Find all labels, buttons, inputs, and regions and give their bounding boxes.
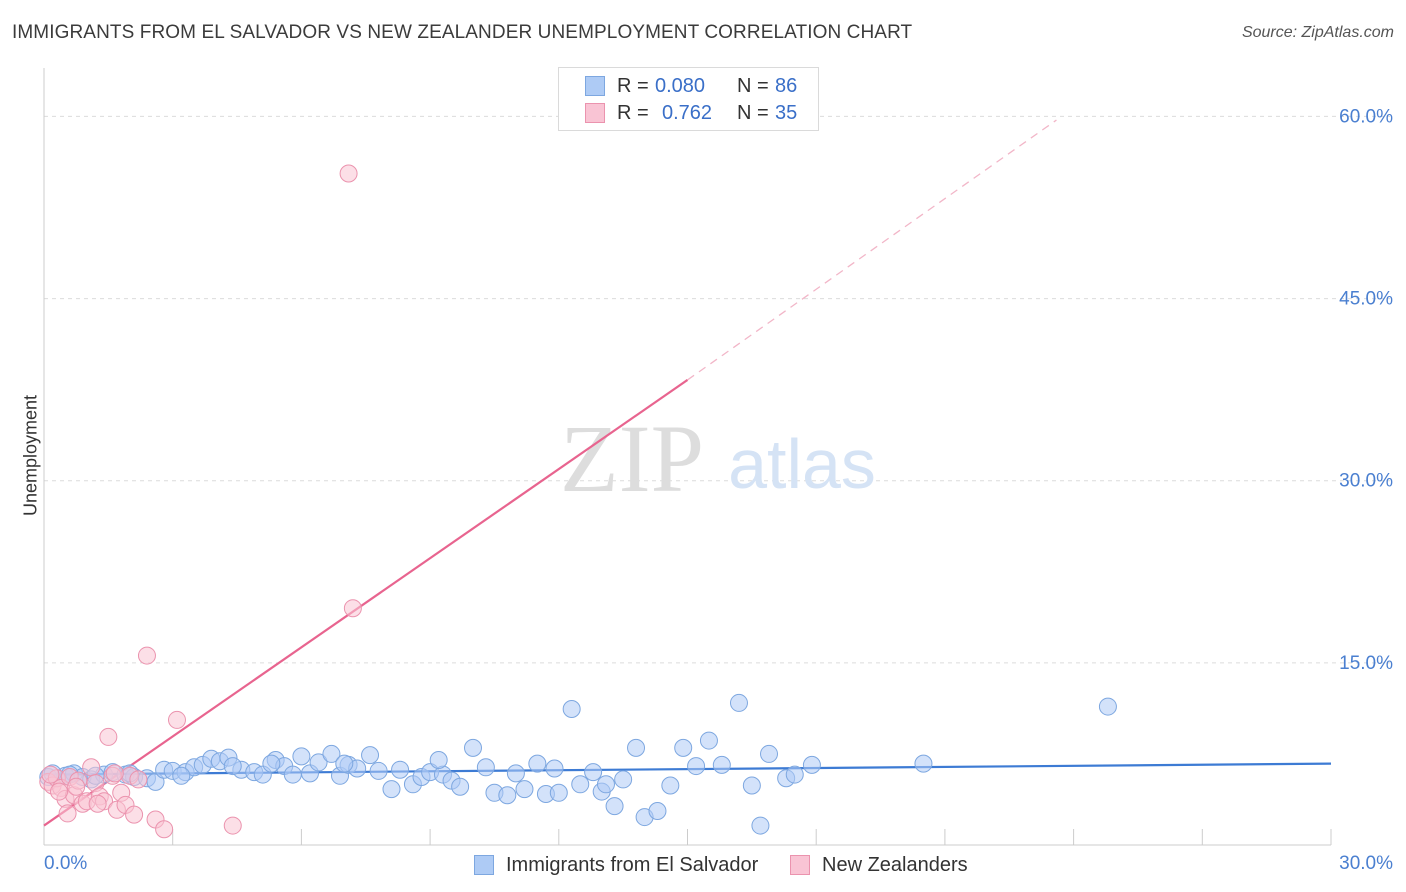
data-point-el-salvador <box>605 797 624 816</box>
data-point-el-salvador <box>742 776 761 795</box>
legend-n-label: N = <box>737 74 769 97</box>
data-point-el-salvador <box>528 754 547 773</box>
data-point-new-zealanders <box>167 710 186 729</box>
data-point-el-salvador <box>785 765 804 784</box>
data-point-el-salvador <box>729 693 748 712</box>
legend-r-value: 0.762 <box>662 101 713 124</box>
tick-labels: 15.0% 30.0% 45.0% 60.0% 0.0% 30.0% <box>44 106 1393 874</box>
data-point-el-salvador <box>549 783 568 802</box>
data-point-el-salvador <box>309 753 328 772</box>
x-tick-label: 30.0% <box>1339 853 1393 874</box>
data-point-el-salvador <box>596 775 615 794</box>
data-point-el-salvador <box>506 764 525 783</box>
data-point-new-zealanders <box>50 782 69 801</box>
data-point-el-salvador <box>369 761 388 780</box>
data-point-el-salvador <box>545 759 564 778</box>
legend-label-new-zealanders: New Zealanders <box>822 853 968 876</box>
watermark-zip: ZIP <box>560 405 704 512</box>
data-point-el-salvador <box>335 754 354 773</box>
data-point-el-salvador <box>451 777 470 796</box>
data-point-new-zealanders <box>343 599 362 618</box>
data-point-el-salvador <box>661 776 680 795</box>
data-point-new-zealanders <box>41 765 60 784</box>
y-tick-label: 45.0% <box>1339 289 1393 310</box>
trend-extension-new-zealanders <box>687 119 1057 381</box>
y-tick-label: 60.0% <box>1339 106 1393 127</box>
data-point-new-zealanders <box>223 816 242 835</box>
legend-row-new-zealanders: R = 0.762 N = 35 <box>585 100 797 126</box>
data-point-el-salvador <box>687 757 706 776</box>
legend-r-label: R = <box>617 74 649 97</box>
legend-n-value: 35 <box>775 101 798 124</box>
legend-r-label: R = <box>617 101 649 124</box>
data-point-el-salvador <box>648 802 667 820</box>
legend-swatch-pink <box>790 855 810 875</box>
data-point-el-salvador <box>562 700 581 718</box>
legend-swatch-blue <box>474 855 494 875</box>
data-point-el-salvador <box>172 766 191 785</box>
data-point-new-zealanders <box>67 777 86 796</box>
legend-r-value: 0.080 <box>655 74 706 97</box>
data-point-new-zealanders <box>137 646 156 665</box>
watermark: ZIP atlas <box>560 405 876 512</box>
data-point-new-zealanders <box>339 164 358 183</box>
legend-swatch-blue <box>585 76 605 96</box>
x-tick-label: 0.0% <box>44 853 87 874</box>
data-point-el-salvador <box>802 755 821 774</box>
data-point-new-zealanders <box>88 794 107 813</box>
legend-row-el-salvador: R = 0.080 N = 86 <box>585 73 797 99</box>
data-point-new-zealanders <box>58 804 77 823</box>
data-point-el-salvador <box>382 780 401 799</box>
data-point-new-zealanders <box>125 805 144 824</box>
data-point-el-salvador <box>515 780 534 799</box>
legend-n-label: N = <box>737 101 769 124</box>
trend-line-new-zealanders <box>43 379 689 827</box>
data-point-el-salvador <box>760 744 779 763</box>
data-point-el-salvador <box>464 738 482 757</box>
chart-title: IMMIGRANTS FROM EL SALVADOR VS NEW ZEALA… <box>12 22 913 43</box>
y-axis-label: Unemployment <box>20 394 41 517</box>
y-tick-label: 15.0% <box>1339 653 1393 674</box>
data-point-el-salvador <box>498 786 517 805</box>
data-point-el-salvador <box>914 754 933 773</box>
data-point-el-salvador <box>223 757 242 776</box>
data-point-el-salvador <box>476 758 495 777</box>
grid-lines <box>44 115 1390 664</box>
data-point-new-zealanders <box>82 758 101 777</box>
data-point-el-salvador <box>751 816 770 835</box>
data-point-new-zealanders <box>99 727 118 746</box>
data-point-el-salvador <box>391 760 410 779</box>
data-point-el-salvador <box>712 755 731 774</box>
data-point-new-zealanders <box>155 820 174 839</box>
legend-item-el-salvador[interactable]: Immigrants from El Salvador <box>474 851 758 879</box>
watermark-atlas: atlas <box>728 425 876 503</box>
legend-swatch-pink <box>585 103 605 123</box>
legend-label-el-salvador: Immigrants from El Salvador <box>506 853 759 876</box>
axes <box>43 68 1332 846</box>
data-point-el-salvador <box>627 738 646 757</box>
data-point-el-salvador <box>429 751 448 769</box>
data-point-el-salvador <box>571 775 590 794</box>
data-point-el-salvador <box>674 738 693 757</box>
series-legend: Immigrants from El Salvador New Zealande… <box>0 851 1406 879</box>
data-point-el-salvador <box>1098 697 1117 716</box>
data-point-el-salvador <box>262 754 281 773</box>
legend-n-value: 86 <box>775 74 798 97</box>
legend-item-new-zealanders[interactable]: New Zealanders <box>790 851 968 879</box>
data-point-el-salvador <box>699 731 718 750</box>
data-point-el-salvador <box>361 746 380 765</box>
y-tick-label: 30.0% <box>1339 471 1393 492</box>
source-label: Source: ZipAtlas.com <box>1241 24 1394 41</box>
data-point-new-zealanders <box>105 764 124 783</box>
data-point-el-salvador <box>283 765 302 784</box>
data-point-el-salvador <box>292 747 311 766</box>
data-points <box>39 164 1117 839</box>
stats-legend: R = 0.080 N = 86 R = 0.762 N = 35 <box>558 67 819 131</box>
data-point-el-salvador <box>584 763 603 782</box>
data-point-new-zealanders <box>129 770 148 789</box>
data-point-el-salvador <box>322 744 341 763</box>
data-point-el-salvador <box>614 770 633 789</box>
